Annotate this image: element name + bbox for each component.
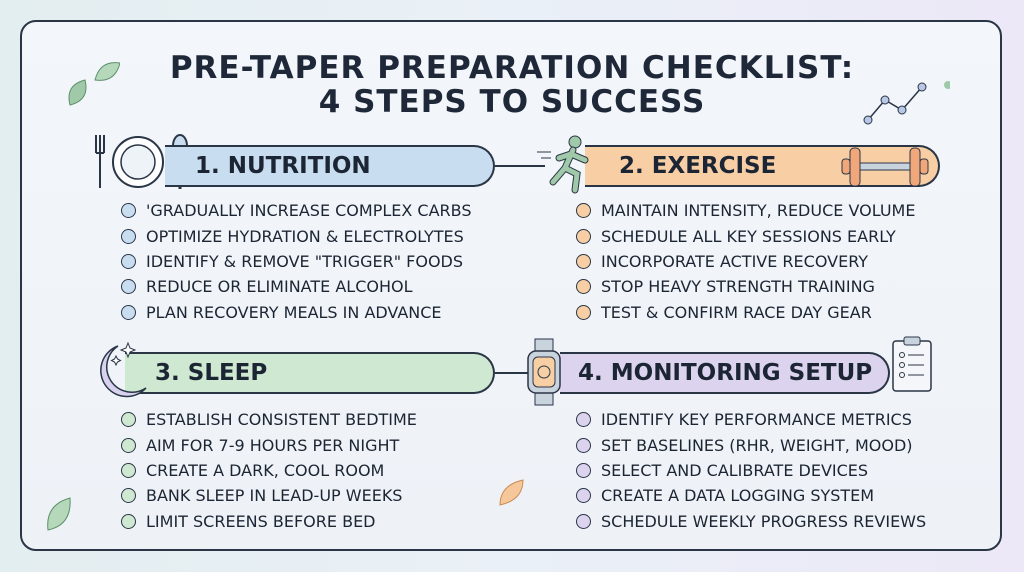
checkbox-circle[interactable] bbox=[121, 437, 136, 453]
checkbox-circle[interactable] bbox=[576, 437, 591, 453]
checkbox-circle[interactable] bbox=[576, 412, 591, 428]
list-item: IDENTIFY & REMOVE "TRIGGER" FOODS bbox=[121, 249, 472, 274]
checkbox-circle[interactable] bbox=[121, 412, 136, 428]
item-text: INCORPORATE ACTIVE RECOVERY bbox=[601, 251, 869, 271]
item-text: OPTIMIZE HYDRATION & ELECTROLYTES bbox=[146, 226, 464, 246]
item-text: LIMIT SCREENS BEFORE BED bbox=[146, 511, 376, 531]
item-text: TEST & CONFIRM RACE DAY GEAR bbox=[601, 302, 872, 322]
item-text: BANK SLEEP IN LEAD-UP WEEKS bbox=[146, 486, 403, 506]
list-item: ESTABLISH CONSISTENT BEDTIME bbox=[121, 407, 417, 432]
checkbox-circle[interactable] bbox=[121, 462, 136, 478]
item-text: MAINTAIN INTENSITY, REDUCE VOLUME bbox=[601, 201, 916, 221]
checkbox-circle[interactable] bbox=[576, 228, 591, 244]
list-item: BANK SLEEP IN LEAD-UP WEEKS bbox=[121, 483, 417, 508]
checkbox-circle[interactable] bbox=[576, 253, 591, 269]
nutrition-list: 'GRADUALLY INCREASE COMPLEX CARBS OPTIMI… bbox=[121, 198, 472, 325]
item-text: CREATE A DATA LOGGING SYSTEM bbox=[601, 486, 875, 506]
title-line-1: PRE-TAPER PREPARATION CHECKLIST: bbox=[169, 50, 855, 86]
list-item: SCHEDULE ALL KEY SESSIONS EARLY bbox=[576, 223, 915, 248]
exercise-list: MAINTAIN INTENSITY, REDUCE VOLUME SCHEDU… bbox=[576, 198, 915, 325]
clipboard-icon bbox=[892, 336, 932, 392]
item-text: ESTABLISH CONSISTENT BEDTIME bbox=[146, 410, 417, 430]
checkbox-circle[interactable] bbox=[576, 279, 591, 295]
checklist-card bbox=[20, 20, 1002, 551]
list-item: 'GRADUALLY INCREASE COMPLEX CARBS bbox=[121, 198, 472, 223]
section-heading-monitoring: 4. MONITORING SETUP bbox=[560, 352, 890, 394]
list-item: CREATE A DATA LOGGING SYSTEM bbox=[576, 483, 926, 508]
list-item: SET BASELINES (RHR, WEIGHT, MOOD) bbox=[576, 432, 926, 457]
checkbox-circle[interactable] bbox=[121, 279, 136, 295]
item-text: SET BASELINES (RHR, WEIGHT, MOOD) bbox=[601, 435, 913, 455]
list-item: SELECT AND CALIBRATE DEVICES bbox=[576, 458, 926, 483]
item-text: SELECT AND CALIBRATE DEVICES bbox=[601, 460, 869, 480]
checkbox-circle[interactable] bbox=[121, 228, 136, 244]
item-text: CREATE A DARK, COOL ROOM bbox=[146, 460, 385, 480]
monitoring-list: IDENTIFY KEY PERFORMANCE METRICS SET BAS… bbox=[576, 407, 926, 534]
checkbox-circle[interactable] bbox=[576, 488, 591, 504]
list-item: LIMIT SCREENS BEFORE BED bbox=[121, 509, 417, 534]
section-heading-sleep: 3. SLEEP bbox=[125, 352, 495, 394]
list-item: STOP HEAVY STRENGTH TRAINING bbox=[576, 274, 915, 299]
title-line-2: 4 STEPS TO SUCCESS bbox=[318, 84, 706, 120]
checkbox-circle[interactable] bbox=[121, 253, 136, 269]
list-item: PLAN RECOVERY MEALS IN ADVANCE bbox=[121, 300, 472, 325]
list-item: IDENTIFY KEY PERFORMANCE METRICS bbox=[576, 407, 926, 432]
list-item: INCORPORATE ACTIVE RECOVERY bbox=[576, 249, 915, 274]
trend-line-icon bbox=[863, 81, 950, 125]
sleep-list: ESTABLISH CONSISTENT BEDTIME AIM FOR 7-9… bbox=[121, 407, 417, 534]
list-item: CREATE A DARK, COOL ROOM bbox=[121, 458, 417, 483]
item-text: PLAN RECOVERY MEALS IN ADVANCE bbox=[146, 302, 442, 322]
list-item: OPTIMIZE HYDRATION & ELECTROLYTES bbox=[121, 223, 472, 248]
fork-plate-spoon-icon bbox=[95, 134, 188, 189]
leaf-icon bbox=[68, 62, 120, 106]
item-text: IDENTIFY & REMOVE "TRIGGER" FOODS bbox=[146, 251, 464, 271]
list-item: AIM FOR 7-9 HOURS PER NIGHT bbox=[121, 432, 417, 457]
item-text: AIM FOR 7-9 HOURS PER NIGHT bbox=[146, 435, 400, 455]
item-text: STOP HEAVY STRENGTH TRAINING bbox=[601, 277, 875, 297]
item-text: SCHEDULE ALL KEY SESSIONS EARLY bbox=[601, 226, 896, 246]
dumbbell-icon bbox=[841, 147, 929, 187]
connector-line bbox=[495, 372, 530, 374]
item-text: REDUCE OR ELIMINATE ALCOHOL bbox=[146, 277, 413, 297]
section-heading-nutrition: 1. NUTRITION bbox=[165, 145, 495, 187]
checkbox-circle[interactable] bbox=[576, 203, 591, 219]
moon-stars-icon bbox=[100, 341, 147, 398]
checkbox-circle[interactable] bbox=[121, 513, 136, 529]
list-item: SCHEDULE WEEKLY PROGRESS REVIEWS bbox=[576, 509, 926, 534]
leaf-icon bbox=[499, 479, 524, 506]
checkbox-circle[interactable] bbox=[121, 488, 136, 504]
item-text: 'GRADUALLY INCREASE COMPLEX CARBS bbox=[146, 201, 472, 221]
list-item: REDUCE OR ELIMINATE ALCOHOL bbox=[121, 274, 472, 299]
item-text: SCHEDULE WEEKLY PROGRESS REVIEWS bbox=[601, 511, 927, 531]
item-text: IDENTIFY KEY PERFORMANCE METRICS bbox=[601, 410, 912, 430]
list-item: TEST & CONFIRM RACE DAY GEAR bbox=[576, 300, 915, 325]
list-item: MAINTAIN INTENSITY, REDUCE VOLUME bbox=[576, 198, 915, 223]
leaf-icon bbox=[47, 497, 71, 531]
checkbox-circle[interactable] bbox=[576, 462, 591, 478]
checkbox-circle[interactable] bbox=[576, 513, 591, 529]
checkbox-circle[interactable] bbox=[121, 304, 136, 320]
checkbox-circle[interactable] bbox=[121, 203, 136, 219]
smartwatch-icon bbox=[527, 338, 561, 406]
checkbox-circle[interactable] bbox=[576, 304, 591, 320]
runner-icon bbox=[537, 135, 589, 194]
connector-line bbox=[495, 165, 545, 167]
